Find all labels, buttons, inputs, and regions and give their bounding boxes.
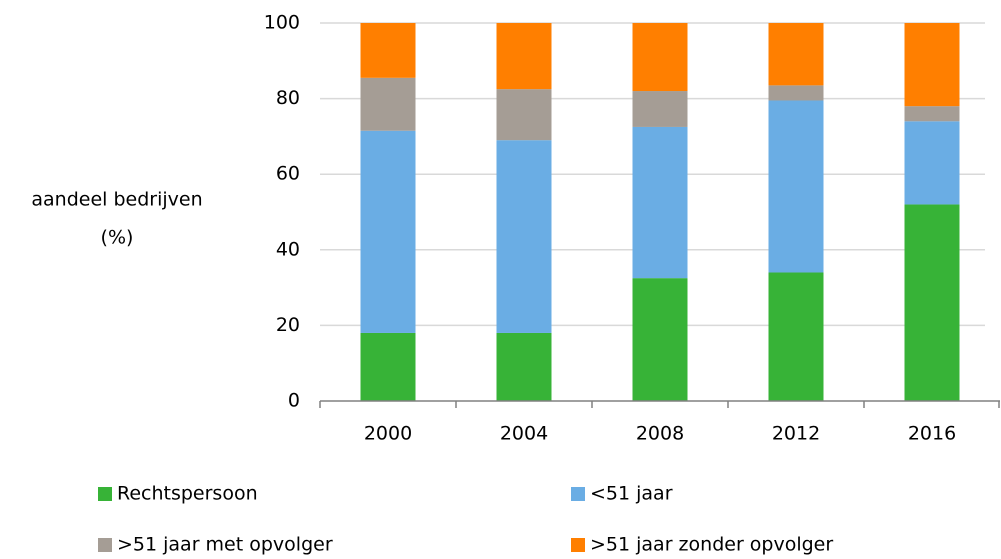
bar-segment xyxy=(360,130,416,333)
y-axis-label: (%) xyxy=(101,227,134,249)
legend-swatch xyxy=(571,487,585,501)
y-tick-label: 20 xyxy=(276,314,300,336)
bar-segment xyxy=(904,121,960,205)
bar-segment xyxy=(768,272,824,401)
bar-segment xyxy=(496,23,552,90)
bar-segment xyxy=(768,85,824,101)
legend-label: >51 jaar met opvolger xyxy=(117,534,333,556)
y-tick-label: 0 xyxy=(288,390,300,412)
bar-segment xyxy=(496,140,552,333)
y-tick-label: 80 xyxy=(276,87,300,109)
x-tick-label: 2000 xyxy=(364,423,412,445)
legend-label: Rechtspersoon xyxy=(117,483,258,505)
bar-segment xyxy=(632,126,688,279)
bar-segment xyxy=(360,77,416,131)
bar-segment xyxy=(768,23,824,86)
legend-swatch xyxy=(98,538,112,552)
bar-segment xyxy=(496,332,552,401)
x-tick-label: 2004 xyxy=(500,423,548,445)
legend-swatch xyxy=(571,538,585,552)
bar-segment xyxy=(904,23,960,107)
bar-segment xyxy=(496,89,552,141)
legend-label: <51 jaar xyxy=(590,483,673,505)
y-axis-label: aandeel bedrijven xyxy=(31,189,202,211)
x-tick-label: 2012 xyxy=(772,423,820,445)
y-tick-label: 40 xyxy=(276,238,300,260)
bar-segment xyxy=(360,332,416,401)
y-tick-label: 100 xyxy=(264,12,300,34)
x-tick-label: 2008 xyxy=(636,423,684,445)
bar-segment xyxy=(768,100,824,273)
bar-segment xyxy=(632,278,688,401)
bar-segment xyxy=(632,23,688,92)
bar-segment xyxy=(632,91,688,127)
bar-segment xyxy=(904,106,960,122)
legend-label: >51 jaar zonder opvolger xyxy=(590,534,833,556)
x-tick-label: 2016 xyxy=(908,423,956,445)
legend-swatch xyxy=(98,487,112,501)
y-tick-label: 60 xyxy=(276,163,300,185)
bar-segment xyxy=(904,204,960,401)
bar-segment xyxy=(360,23,416,78)
